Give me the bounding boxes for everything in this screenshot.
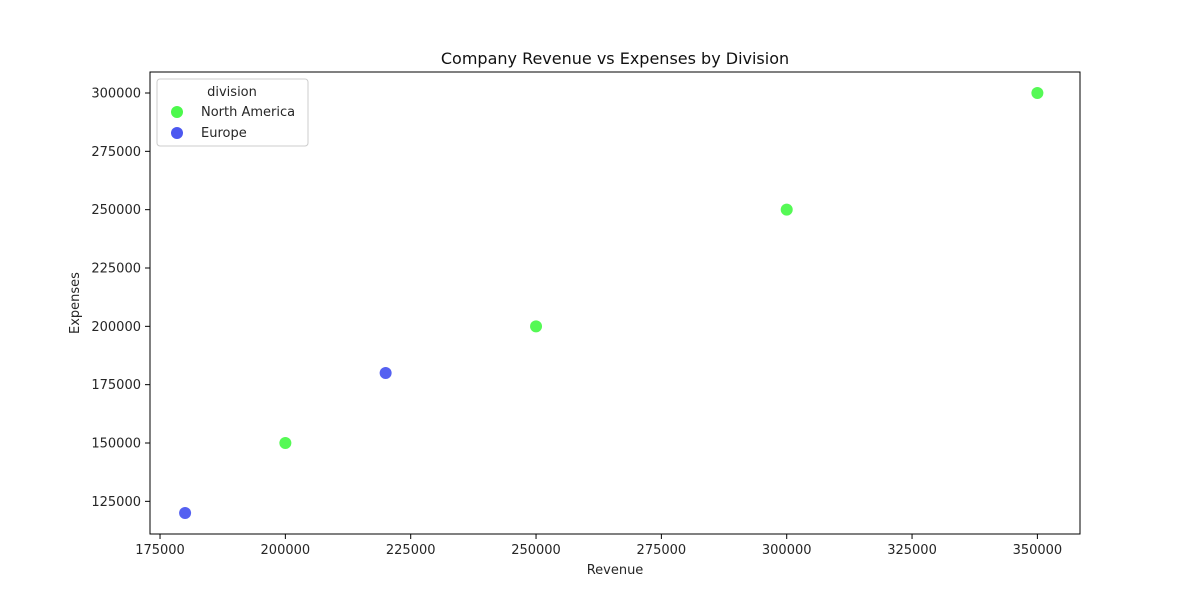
x-tick-label: 200000 [261,543,311,558]
x-tick-label: 350000 [1013,543,1063,558]
y-tick-label: 300000 [91,87,141,102]
y-tick-label: 175000 [91,378,141,393]
x-axis: 175000 200000 225000 250000 275000 300000 3250… [135,534,1062,558]
x-axis-label: Revenue [587,563,644,578]
data-point-europe-2 [379,367,392,379]
x-tick-label: 225000 [386,543,436,558]
x-tick-label: 175000 [135,543,185,558]
legend: division North America Europe [156,78,309,147]
data-point-north-america-1 [279,437,292,449]
y-axis-label: Expenses [68,272,83,334]
data-point-north-america-4 [1031,87,1044,99]
data-point-europe-1 [179,507,192,519]
y-tick-label: 150000 [91,437,141,452]
legend-label-europe: Europe [201,126,247,141]
x-tick-label: 250000 [511,543,561,558]
legend-marker-north-america [171,106,183,118]
legend-box [156,78,309,147]
legend-title: division [207,85,257,100]
x-tick-label: 300000 [762,543,812,558]
data-points [179,87,1044,519]
x-tick-label: 325000 [887,543,937,558]
y-tick-label: 200000 [91,320,141,335]
legend-marker-europe [171,127,183,139]
data-point-north-america-3 [780,203,793,216]
y-tick-label: 250000 [91,203,141,218]
y-tick-label: 225000 [91,262,141,277]
x-tick-label: 275000 [637,543,687,558]
chart-title: Company Revenue vs Expenses by Division [441,49,789,68]
data-point-north-america-2 [530,320,543,333]
legend-label-north-america: North America [201,105,295,120]
y-axis: 125000 150000 175000 200000 225000 250000 2750… [91,87,150,510]
plot-area-frame [149,71,1081,535]
y-tick-label: 275000 [91,145,141,160]
y-tick-label: 125000 [91,495,141,510]
